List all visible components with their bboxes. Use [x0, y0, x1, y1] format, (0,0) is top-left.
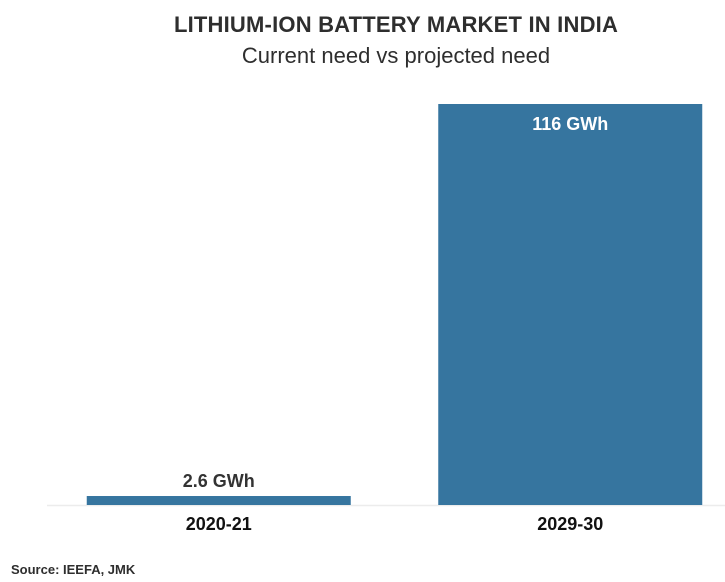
source-note: Source: IEEFA, JMK [11, 562, 136, 577]
x-tick-label-2020-21: 2020-21 [186, 514, 252, 534]
x-tick-label-2029-30: 2029-30 [537, 514, 603, 534]
chart-subtitle: Current need vs projected need [241, 43, 551, 68]
bar-2020-21 [86, 496, 351, 505]
chart-title: LITHIUM-ION BATTERY MARKET IN INDIA [173, 12, 619, 37]
data-label-2020-21: 2.6 GWh [183, 471, 255, 491]
bar-2029-30 [438, 104, 703, 505]
data-label-2029-30: 116 GWh [532, 114, 608, 134]
